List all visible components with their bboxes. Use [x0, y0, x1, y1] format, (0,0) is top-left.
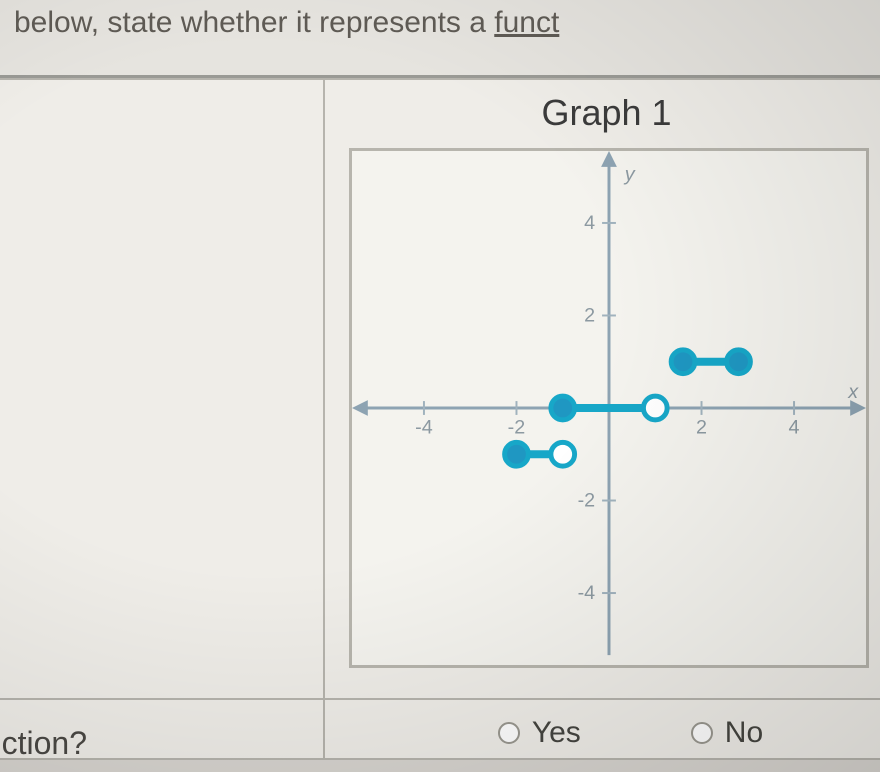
instruction-text: below, state whether it represents a	[14, 6, 494, 39]
svg-text:2: 2	[584, 304, 595, 326]
graph-cell: Graph 1 -4 -2 2 4 -4 -2 2 4 y x	[324, 79, 880, 699]
svg-text:2: 2	[696, 417, 707, 439]
radio-yes[interactable]: Yes	[498, 716, 581, 750]
instruction-fragment: below, state whether it represents a fun…	[0, 0, 880, 78]
svg-text:4: 4	[789, 417, 800, 439]
radio-no[interactable]: No	[691, 716, 763, 750]
plot-frame: -4 -2 2 4 -4 -2 2 4 y x	[349, 148, 869, 668]
graph-title: Graph 1	[325, 92, 880, 134]
radio-circle-icon	[691, 722, 713, 744]
radio-yes-label: Yes	[532, 716, 581, 750]
plot-svg: -4 -2 2 4 -4 -2 2 4 y x	[352, 151, 866, 665]
svg-text:-2: -2	[508, 417, 526, 439]
svg-text:4: 4	[584, 212, 595, 234]
question-label: unction?	[0, 725, 87, 762]
content-table: Graph 1 -4 -2 2 4 -4 -2 2 4 y x unction? Yes	[0, 78, 880, 760]
left-empty-cell	[0, 79, 324, 699]
svg-text:x: x	[847, 381, 859, 403]
radio-circle-icon	[498, 722, 520, 744]
svg-text:y: y	[623, 164, 636, 186]
radio-no-label: No	[725, 716, 763, 750]
answer-cell: Yes No	[324, 699, 880, 759]
radio-row: Yes No	[325, 700, 880, 758]
question-cell: unction?	[0, 699, 324, 759]
svg-text:-2: -2	[578, 489, 596, 511]
svg-text:-4: -4	[415, 417, 433, 439]
svg-text:-4: -4	[578, 582, 596, 604]
instruction-link[interactable]: funct	[494, 6, 559, 39]
